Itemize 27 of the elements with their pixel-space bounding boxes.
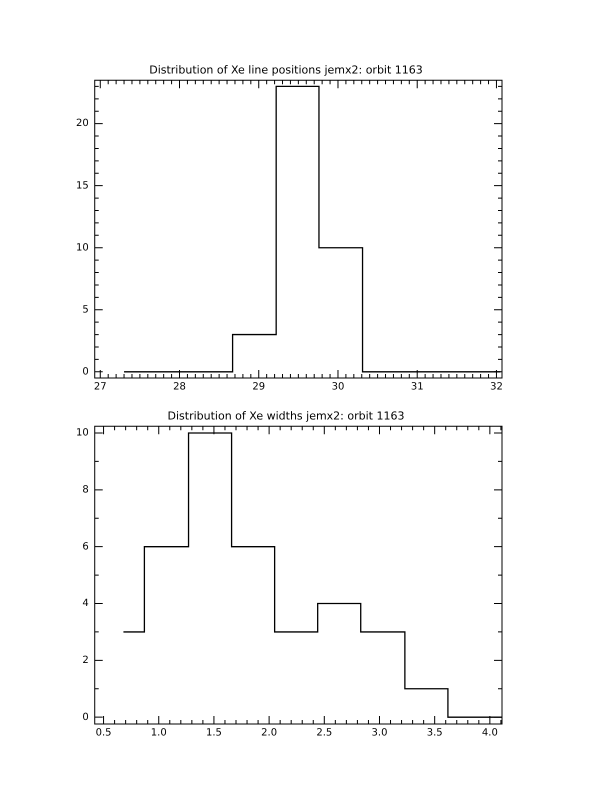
x-tick-label: 0.5: [96, 728, 112, 739]
y-tick-label: 10: [76, 428, 89, 439]
y-tick-label: 15: [76, 180, 89, 192]
x-tick-label: 29: [252, 382, 266, 393]
chart-title: Distribution of Xe widths jemx2: orbit 1163: [168, 409, 404, 422]
x-tick-label: 27: [94, 382, 107, 393]
y-tick-label: 6: [82, 541, 89, 552]
x-tick-label: 32: [490, 382, 503, 393]
chart-title: Distribution of Xe line positions jemx2: orbit 1163: [149, 63, 423, 76]
y-tick-label: 2: [82, 654, 89, 666]
x-tick-label: 3.0: [372, 728, 388, 739]
y-tick-label: 5: [82, 304, 89, 316]
x-tick-label: 3.5: [426, 728, 443, 739]
x-tick-label: 1.5: [206, 728, 222, 739]
y-tick-label: 0: [82, 366, 89, 378]
y-tick-label: 0: [82, 712, 89, 723]
x-tick-label: 1.0: [150, 728, 167, 739]
x-tick-label: 4.0: [482, 728, 498, 739]
x-tick-label: 2.0: [261, 728, 278, 739]
x-tick-label: 31: [410, 382, 424, 393]
y-tick-label: 10: [76, 242, 89, 254]
x-tick-label: 28: [173, 382, 186, 393]
y-tick-label: 8: [82, 484, 89, 496]
x-tick-label: 30: [332, 382, 344, 393]
y-tick-label: 4: [82, 598, 89, 610]
x-tick-label: 2.5: [316, 728, 332, 739]
y-tick-label: 20: [76, 118, 89, 130]
